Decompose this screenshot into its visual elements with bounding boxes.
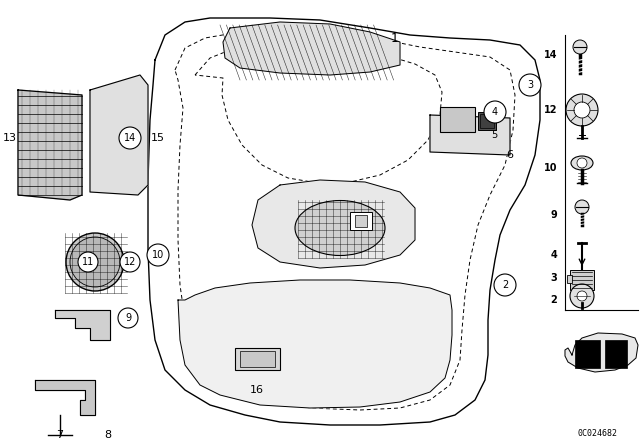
Text: 13: 13 [3, 133, 17, 143]
Polygon shape [223, 22, 400, 75]
Bar [567, 275, 572, 283]
Ellipse shape [571, 156, 593, 170]
Bar [355, 215, 367, 227]
Text: 2: 2 [550, 295, 557, 305]
Text: 11: 11 [82, 257, 94, 267]
Text: 7: 7 [56, 430, 63, 440]
Polygon shape [35, 380, 95, 415]
Text: 2: 2 [502, 280, 508, 290]
Bar [235, 348, 280, 370]
Text: 4: 4 [550, 250, 557, 260]
Bar [478, 112, 496, 130]
Polygon shape [565, 333, 638, 372]
Text: 12: 12 [543, 105, 557, 115]
Text: 8: 8 [104, 430, 111, 440]
Text: 3: 3 [527, 80, 533, 90]
Polygon shape [430, 115, 510, 155]
Circle shape [573, 40, 587, 54]
Polygon shape [178, 280, 452, 408]
Circle shape [577, 158, 587, 168]
Ellipse shape [70, 237, 120, 287]
Text: 0C024682: 0C024682 [578, 428, 618, 438]
Text: 10: 10 [152, 250, 164, 260]
Text: 5: 5 [491, 130, 497, 140]
Circle shape [494, 274, 516, 296]
Bar [570, 270, 594, 290]
Text: 1: 1 [391, 31, 399, 44]
Polygon shape [90, 75, 148, 195]
Text: 12: 12 [124, 257, 136, 267]
Bar [575, 340, 600, 368]
Bar [240, 351, 275, 367]
Circle shape [570, 284, 594, 308]
Text: 10: 10 [543, 163, 557, 173]
Circle shape [120, 252, 140, 272]
Text: 14: 14 [124, 133, 136, 143]
Text: 14: 14 [543, 50, 557, 60]
Text: 9: 9 [125, 313, 131, 323]
Bar [605, 340, 627, 368]
Bar [350, 212, 372, 230]
Circle shape [566, 94, 598, 126]
Text: 15: 15 [151, 133, 165, 143]
Circle shape [484, 101, 506, 123]
Circle shape [577, 291, 587, 301]
Text: 4: 4 [492, 107, 498, 117]
Circle shape [147, 244, 169, 266]
Text: 16: 16 [250, 385, 264, 395]
Text: 9: 9 [550, 210, 557, 220]
Polygon shape [55, 310, 110, 340]
Circle shape [574, 102, 590, 118]
Bar [480, 114, 494, 128]
Text: 3: 3 [550, 273, 557, 283]
Circle shape [519, 74, 541, 96]
Circle shape [119, 127, 141, 149]
Polygon shape [252, 180, 415, 268]
Bar [440, 107, 475, 132]
Circle shape [118, 308, 138, 328]
Ellipse shape [66, 233, 124, 291]
Circle shape [575, 200, 589, 214]
Circle shape [78, 252, 98, 272]
Ellipse shape [295, 201, 385, 255]
Polygon shape [18, 90, 82, 200]
Text: 6: 6 [506, 150, 513, 160]
